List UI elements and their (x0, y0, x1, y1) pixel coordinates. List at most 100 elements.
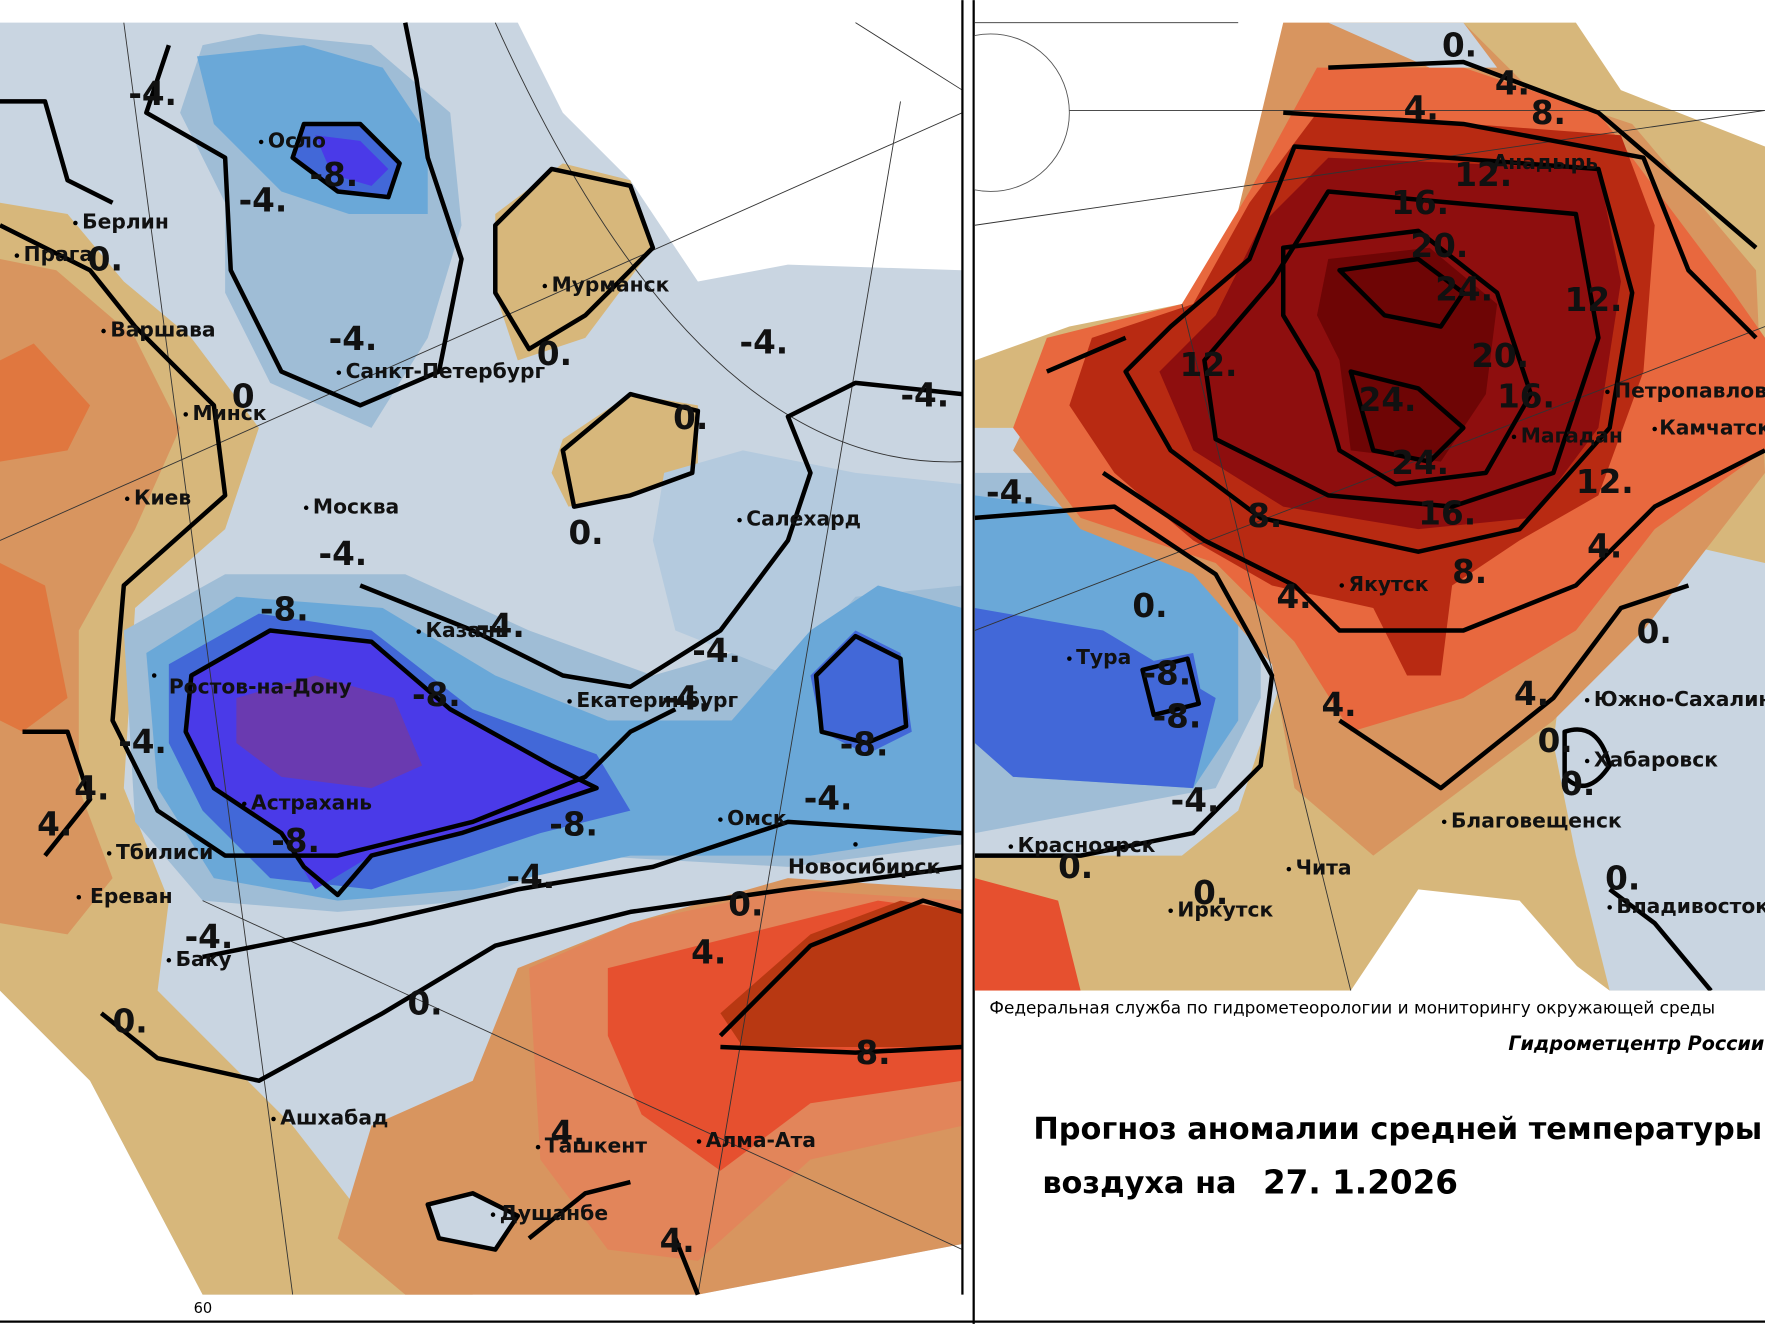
city-dot (535, 1144, 541, 1150)
contour-label: -8. (271, 822, 320, 860)
city-label: Ростов-на-Дону (169, 674, 352, 698)
city-label: Ашхабад (280, 1106, 388, 1130)
city-dot (1511, 434, 1517, 440)
contour-label: 12. (1576, 463, 1634, 501)
city-dot (73, 220, 78, 226)
contour-label: 4. (1495, 65, 1530, 103)
city-label: Осло (268, 128, 326, 152)
contour-label: 0. (88, 240, 123, 278)
contour-label: -4. (476, 607, 525, 645)
city-label: Москва (313, 494, 399, 518)
contour-label: 0. (673, 399, 708, 437)
city-dot (718, 817, 723, 822)
city-dot (1008, 844, 1014, 849)
city-dot (542, 283, 548, 289)
contour-label: 16. (1418, 495, 1476, 533)
contour-label: 20. (1410, 227, 1468, 265)
contour-label: -8. (310, 156, 359, 194)
contour-label: -4. (185, 918, 234, 956)
city-dot (166, 958, 172, 963)
contour-label: -8. (1153, 697, 1202, 735)
contour-label: 0. (537, 335, 572, 373)
city-label: Варшава (110, 318, 215, 342)
city-label: Салехард (746, 507, 861, 531)
contour-label: -8. (840, 725, 889, 763)
contour-label: 16. (1391, 184, 1449, 222)
city-dot (1339, 583, 1345, 588)
city-label: Екатеринбург (576, 688, 738, 712)
contour-label: 4. (37, 805, 72, 843)
city-label: Астрахань (251, 790, 372, 814)
contour-label: 24. (1391, 444, 1449, 482)
contour-label: 16. (1497, 378, 1555, 416)
contour-label: -4. (804, 779, 853, 817)
city-label: Алма-Ата (706, 1128, 816, 1152)
contour-label: -4. (692, 632, 741, 670)
contour-label: 0. (1538, 722, 1573, 760)
contour-label: 4. (550, 1114, 585, 1152)
contour-label: 0. (1637, 613, 1672, 651)
city-label: Хабаровск (1594, 748, 1718, 772)
city-label: Ереван (90, 884, 173, 908)
city-dot (1584, 698, 1590, 703)
contour-label: 0. (1560, 765, 1595, 803)
city-label: Прага (24, 242, 93, 266)
city-label: Тура (1076, 645, 1131, 669)
city-label: Камчатский (1659, 415, 1765, 439)
contour-label: -4. (319, 535, 368, 573)
city-dot (1067, 656, 1072, 661)
city-dot (696, 1139, 702, 1144)
contour-label: 12. (1454, 156, 1512, 194)
contour-label: 20. (1471, 337, 1529, 375)
city-dot (336, 370, 342, 375)
city-dot (101, 328, 106, 334)
contour-label: 0. (1605, 859, 1640, 897)
city-dot (124, 496, 130, 502)
contour-label: -4. (1171, 782, 1220, 820)
right-map (974, 22, 1765, 991)
contour-label: -8. (549, 805, 598, 843)
forecast-date: 27. 1.2026 (1263, 1163, 1458, 1201)
title-line-1: Прогноз аномалии средней температуры (1033, 1112, 1762, 1147)
city-dot (416, 629, 421, 634)
contour-label: -8. (260, 590, 309, 628)
city-dot (1168, 908, 1173, 914)
city-label: Чита (1296, 856, 1352, 880)
contour-label: 8. (1452, 553, 1487, 591)
city-label: Санкт-Петербург (346, 359, 546, 383)
left-map (0, 22, 963, 1296)
contour-label: 0. (113, 1002, 148, 1040)
city-label: Иркутск (1177, 897, 1273, 921)
contour-label: 0. (1193, 874, 1228, 912)
contour-label: -4. (329, 320, 378, 358)
city-dot (1483, 161, 1489, 166)
city-label: Южно-Сахалинск (1594, 687, 1765, 711)
contour-label: 0. (728, 885, 763, 923)
contour-label: -4. (986, 473, 1035, 511)
contour-label: -8. (1143, 655, 1192, 693)
city-dot (1441, 819, 1447, 825)
contour-label: -4. (239, 182, 288, 220)
city-dot (258, 139, 264, 145)
city-dot (242, 801, 247, 807)
contour-label: -4. (507, 858, 556, 896)
city-dot (490, 1212, 496, 1217)
title-line-2: воздуха на (1042, 1166, 1236, 1201)
city-label: Баку (176, 947, 232, 971)
labels: Осло Берлин Прага Варшава Минск Киев Москва Мур… (14, 26, 1765, 1260)
contour-label: 12. (1565, 281, 1623, 319)
contour-label: 8. (1531, 94, 1566, 132)
contour-label: 4. (74, 769, 109, 807)
contour-label: 4. (1321, 686, 1356, 724)
city-dot (14, 253, 20, 258)
contour-label: 4. (660, 1222, 695, 1260)
city-dot (303, 505, 309, 511)
city-label: Владивосток (1616, 894, 1765, 918)
city-label: Казань (425, 618, 507, 642)
city-label: Берлин (82, 210, 169, 234)
contour-label: -8. (412, 676, 461, 714)
agency-text: Федеральная служба по гидрометеорологии … (989, 998, 1715, 1018)
city-label: Омск (727, 806, 787, 830)
contour-label: 24. (1435, 271, 1493, 309)
